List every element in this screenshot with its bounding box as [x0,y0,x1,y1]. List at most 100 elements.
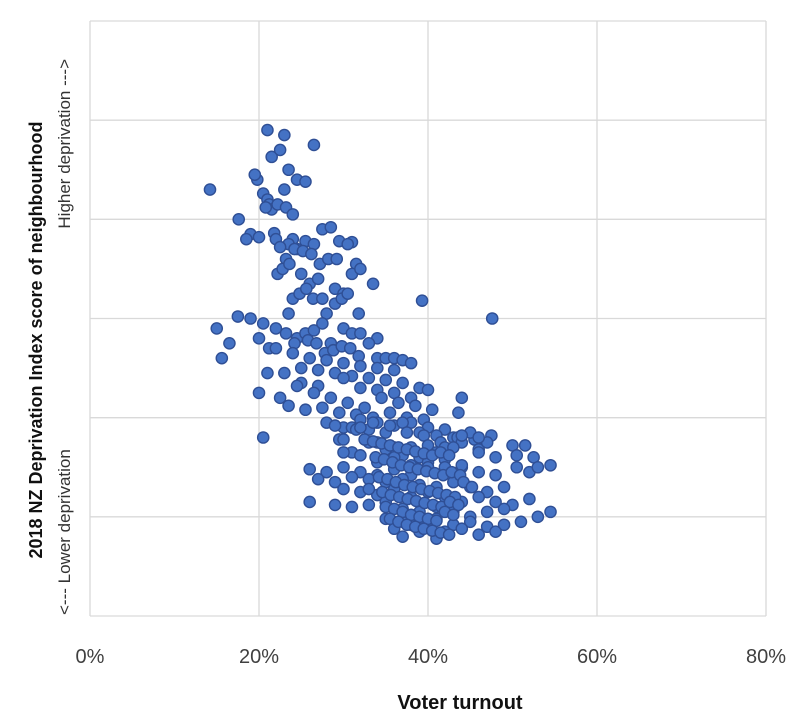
data-point [338,483,349,494]
x-tick-label: 80% [746,646,786,668]
data-point [296,362,307,373]
data-point [283,400,294,411]
data-point [204,184,215,195]
data-point [313,273,324,284]
data-point [520,440,531,451]
data-point [473,432,484,443]
data-point [296,268,307,279]
data-point [329,499,340,510]
data-point [260,202,271,213]
data-point [308,139,319,150]
x-tick-label: 40% [408,646,448,668]
data-point [346,472,357,483]
y-annotation-higher: Higher deprivation ---> [55,59,74,229]
data-point [397,377,408,388]
data-point [233,214,244,225]
data-point [532,511,543,522]
data-point [313,474,324,485]
data-point [279,184,290,195]
data-point [456,392,467,403]
data-point [308,387,319,398]
data-point [363,338,374,349]
data-point [456,430,467,441]
data-point [473,447,484,458]
data-point [346,501,357,512]
data-point [466,481,477,492]
y-axis-label: 2018 NZ Deprivation Index score of neigh… [26,121,46,558]
data-point [284,258,295,269]
data-point [253,333,264,344]
data-point [401,427,412,438]
data-point [338,434,349,445]
data-point [262,367,273,378]
data-point [372,362,383,373]
data-point [444,529,455,540]
data-point [363,483,374,494]
data-point [453,407,464,418]
data-point [545,460,556,471]
data-point [498,503,509,514]
data-point [490,526,501,537]
data-point [342,397,353,408]
data-point [325,392,336,403]
data-point [384,407,395,418]
data-point [283,164,294,175]
data-point [473,467,484,478]
data-point [416,295,427,306]
data-point [342,239,353,250]
data-point [338,462,349,473]
data-point [410,400,421,411]
data-point [393,397,404,408]
data-point [422,384,433,395]
data-point [329,420,340,431]
data-point [317,293,328,304]
data-point [376,392,387,403]
data-point [367,278,378,289]
data-point [287,209,298,220]
x-tick-label: 0% [76,646,105,668]
data-point [245,313,256,324]
data-point [232,311,243,322]
data-point [249,169,260,180]
data-point [355,328,366,339]
data-point [279,129,290,140]
x-axis-label: Voter turnout [397,692,523,713]
data-point [515,516,526,527]
data-point [498,481,509,492]
data-point [304,353,315,364]
data-point [367,417,378,428]
data-point [313,364,324,375]
data-point [275,242,286,253]
data-point [331,253,342,264]
x-tick-label: 20% [239,646,279,668]
data-point [473,491,484,502]
data-point [427,404,438,415]
data-point [511,450,522,461]
data-point [253,387,264,398]
data-point [524,493,535,504]
data-point [325,222,336,233]
data-point [363,372,374,383]
data-point [306,248,317,259]
data-point [275,144,286,155]
data-point [355,382,366,393]
data-point [258,432,269,443]
data-point [279,367,290,378]
data-point [487,313,498,324]
data-point [280,328,291,339]
data-point [304,496,315,507]
data-point [511,462,522,473]
data-point [397,531,408,542]
data-point [355,450,366,461]
data-point [262,124,273,135]
data-point [338,358,349,369]
data-point [283,308,294,319]
data-point [291,380,302,391]
data-point [363,499,374,510]
data-point [338,447,349,458]
data-point [301,283,312,294]
data-point [389,364,400,375]
data-point [317,318,328,329]
data-point [258,318,269,329]
data-point [545,506,556,517]
